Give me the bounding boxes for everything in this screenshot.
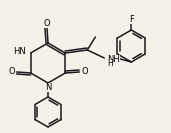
Text: O: O — [81, 68, 88, 76]
Text: N: N — [45, 82, 51, 92]
Text: NH: NH — [107, 55, 120, 63]
Text: F: F — [129, 14, 134, 24]
Text: O: O — [8, 68, 15, 76]
Text: H: H — [107, 59, 113, 68]
Text: HN: HN — [13, 47, 26, 57]
Text: O: O — [44, 18, 50, 28]
